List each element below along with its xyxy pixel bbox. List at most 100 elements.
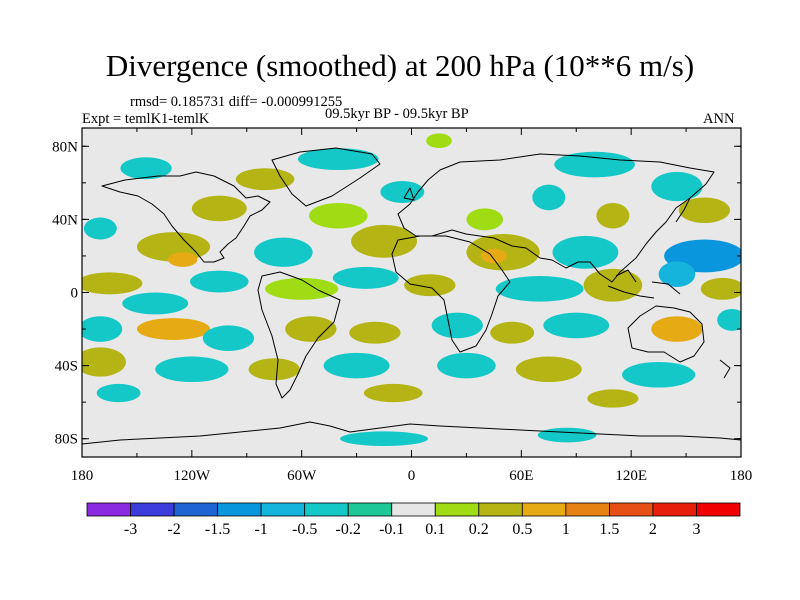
x-tick-label: 0	[408, 468, 416, 484]
coastline-greenland	[271, 147, 381, 207]
colorbar-swatch	[521, 502, 567, 517]
contour-region	[298, 148, 379, 171]
coastline-indonesia	[607, 269, 681, 299]
colorbar-swatch	[86, 502, 131, 517]
contour-region	[700, 277, 741, 300]
contour-region	[82, 347, 126, 377]
colorbar-label: -0.5	[292, 521, 317, 538]
coastline-antarctica	[82, 421, 741, 445]
colorbar-label: 2	[649, 521, 657, 538]
contour-region	[235, 168, 295, 191]
contour-region	[349, 321, 401, 344]
contour-region	[717, 308, 741, 331]
contour-region	[543, 312, 610, 339]
colorbar-label: -1	[254, 521, 267, 538]
contour-region	[583, 268, 643, 302]
contour-region	[285, 316, 337, 342]
colorbar-swatch	[304, 502, 349, 517]
contour-region	[515, 356, 582, 383]
contour-region	[363, 383, 423, 403]
x-tick-label: 120W	[173, 468, 211, 484]
colorbar-swatch	[347, 502, 393, 517]
contour-region	[190, 270, 249, 293]
contour-region	[332, 266, 399, 289]
colorbar-label: 0.1	[425, 521, 445, 538]
x-tick-label: 60E	[509, 468, 533, 484]
coastline-africa	[391, 235, 511, 353]
contour-region	[155, 356, 229, 383]
colorbar-swatch	[609, 502, 654, 517]
x-tick-label: 180	[730, 468, 753, 484]
contour-region	[122, 292, 189, 315]
contour-region	[82, 272, 143, 295]
contour-region	[136, 318, 211, 341]
experiment-label: Expt = temlK1-temlK	[82, 111, 210, 127]
contour-region	[120, 157, 172, 180]
colorbar-label: 0.2	[469, 521, 489, 538]
coastline-britain	[403, 187, 415, 201]
contour-region	[495, 276, 584, 302]
contour-region	[622, 361, 696, 388]
chart-title: Divergence (smoothed) at 200 hPa (10**6 …	[105, 48, 695, 83]
colorbar-label: 1.5	[599, 521, 619, 538]
contour-region	[340, 431, 428, 447]
contour-region	[596, 202, 630, 229]
colorbar-swatch	[173, 502, 218, 517]
y-axis-ticks: 80N 40N 0 40S 80S	[52, 139, 741, 448]
contour-fill-layer	[82, 133, 741, 447]
colorbar-swatch	[565, 502, 610, 517]
colorbar-label: -0.1	[379, 521, 404, 538]
y-tick-label: 0	[71, 286, 79, 302]
colorbar-label: -1.5	[205, 521, 230, 538]
contour-region	[651, 316, 703, 342]
y-tick-label: 40S	[55, 359, 78, 375]
contour-region	[323, 352, 390, 379]
colorbar-swatch	[434, 502, 480, 517]
colorbar-label: 1	[562, 521, 570, 538]
period-label: 09.5kyr BP - 09.5kyr BP	[325, 106, 469, 122]
contour-region	[678, 197, 731, 224]
colorbar-swatch	[478, 502, 523, 517]
contour-region	[426, 133, 452, 149]
colorbar-label: -2	[167, 521, 180, 538]
colorbar-swatch	[652, 502, 697, 517]
x-tick-label: 180	[71, 468, 94, 484]
contour-region	[191, 195, 247, 222]
coastline-new-zealand	[719, 359, 731, 379]
contour-region	[254, 237, 313, 267]
coastline-japan	[675, 197, 691, 223]
colorbar-label: 0.5	[512, 521, 532, 538]
colorbar-swatch	[696, 502, 741, 517]
coastline-south-america	[257, 271, 341, 399]
contour-region	[96, 383, 141, 403]
season-label: ANN	[703, 111, 735, 127]
contour-region	[537, 427, 597, 443]
colorbar-swatch	[391, 502, 436, 517]
contour-region	[466, 208, 504, 231]
contour-region	[431, 312, 483, 339]
contour-region	[308, 202, 368, 229]
x-tick-label: 60W	[287, 468, 317, 484]
coastlines	[82, 147, 741, 445]
contour-region	[168, 252, 198, 267]
y-tick-label: 80S	[55, 432, 78, 448]
coastline-eurasia	[397, 153, 715, 283]
coastline-north-america	[101, 171, 271, 263]
contour-region	[532, 184, 566, 211]
y-tick-label: 40N	[52, 212, 78, 228]
colorbar-swatch	[130, 502, 175, 517]
contour-region	[82, 316, 123, 342]
contour-region	[554, 151, 635, 178]
stats-label: rmsd= 0.185731 diff= -0.000991255	[130, 94, 343, 110]
colorbar-label: 3	[692, 521, 700, 538]
colorbar-swatch	[260, 502, 306, 517]
coastline-australia	[627, 305, 705, 363]
contour-region	[651, 171, 703, 202]
contour-region	[248, 358, 300, 381]
contour-region	[83, 217, 117, 240]
colorbar-label: -0.2	[336, 521, 361, 538]
contour-region	[404, 274, 456, 297]
contour-region	[202, 325, 255, 351]
x-tick-label: 120E	[615, 468, 647, 484]
